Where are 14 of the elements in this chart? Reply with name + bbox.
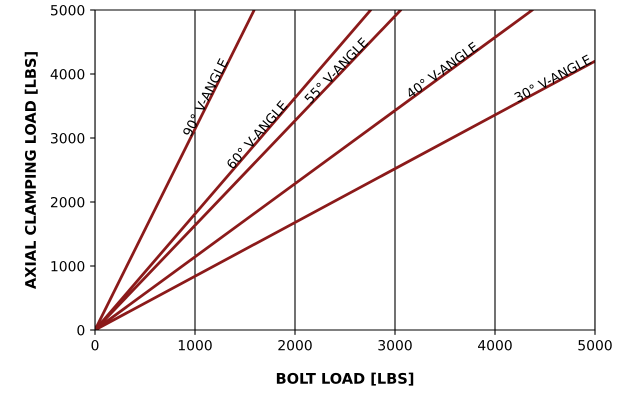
x-tick-label: 4000 — [478, 340, 512, 350]
x-tick-label: 2000 — [278, 340, 312, 350]
y-tick-label: 3000 — [50, 132, 84, 144]
y-tick-label: 5000 — [51, 4, 84, 16]
y-tick-label: 2000 — [50, 196, 84, 208]
x-axis-title: BOLT LOAD [LBS] — [276, 372, 414, 386]
x-tick-label: 1000 — [178, 340, 212, 350]
y-axis-title: AXIAL CLAMPING LOAD [LBS] — [24, 52, 38, 290]
x-tick-label: 3000 — [378, 340, 412, 350]
x-tick-label: 0 — [91, 340, 98, 350]
y-tick-label: 4000 — [50, 68, 84, 80]
x-tick-label: 5000 — [578, 340, 612, 350]
y-tick-label: 1000 — [51, 260, 84, 272]
y-tick-label: 0 — [77, 324, 84, 336]
